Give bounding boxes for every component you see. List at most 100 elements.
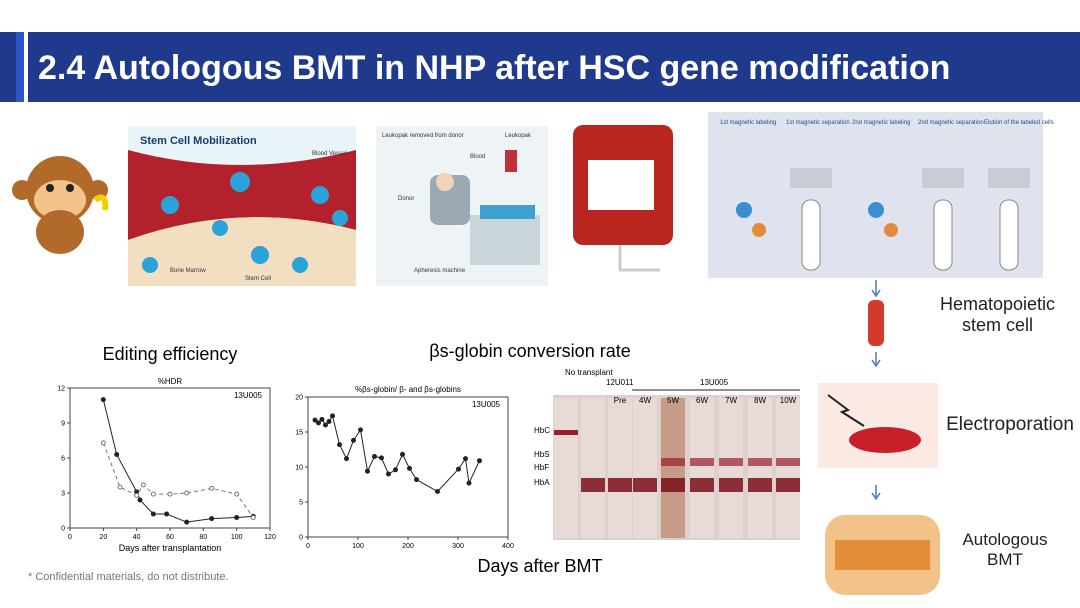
gel-lane — [690, 398, 714, 538]
gel-lane-label: Pre — [614, 396, 627, 405]
tube — [933, 199, 953, 271]
image-label: Leukopak removed from donor — [382, 133, 464, 139]
point — [477, 458, 482, 464]
chart-subtitle: %βs-globin/ β- and βs-globins — [355, 385, 461, 394]
point — [365, 468, 370, 474]
magnet — [988, 168, 1030, 188]
y-tick-label: 15 — [295, 430, 303, 437]
point — [209, 516, 215, 522]
gel-lane-label: 7W — [725, 396, 737, 405]
point — [393, 467, 398, 473]
apheresis-image — [376, 126, 548, 286]
point — [234, 491, 240, 497]
cell — [884, 223, 898, 237]
gel-lane — [633, 398, 657, 538]
gel-band-label: HbS — [534, 450, 550, 459]
point — [164, 511, 170, 517]
point — [386, 471, 391, 477]
chart: Editing efficiency %HDR 13U005 Days after t… — [57, 344, 276, 553]
x-tick-label: 40 — [133, 534, 141, 541]
gel-band — [554, 430, 578, 435]
gel-band — [690, 478, 714, 492]
image-label: Donor — [398, 196, 414, 202]
x-tick-label: 80 — [199, 534, 207, 541]
y-tick-label: 6 — [61, 456, 65, 463]
x-tick-label: 0 — [68, 534, 72, 541]
point — [319, 416, 325, 422]
chart: βs-globin conversion rate %βs-globin/ β- … — [295, 341, 631, 576]
gel-lane-label: 4W — [639, 396, 651, 405]
annotation: 13U005 — [234, 391, 263, 400]
x-tick-label: 200 — [402, 543, 414, 550]
gel-band — [581, 478, 605, 492]
point — [167, 491, 173, 497]
chart-title: βs-globin conversion rate — [429, 341, 630, 361]
point — [134, 492, 140, 498]
x-axis-label: Days after transplantation — [119, 543, 222, 553]
process-label: Hematopoietic stem cell — [939, 294, 1056, 335]
y-tick-label: 0 — [61, 526, 65, 533]
point — [351, 437, 356, 443]
x-tick-label: 120 — [264, 534, 276, 541]
step-label: Elution of the labeled cells — [984, 120, 1054, 126]
image-label: Blood Vessel — [312, 151, 347, 157]
point — [312, 417, 318, 423]
process-label: Autologous BMT — [962, 530, 1048, 569]
point — [114, 452, 120, 457]
gel-lane-label: 6W — [696, 396, 708, 405]
gel-band — [748, 458, 772, 466]
point — [150, 491, 156, 497]
image-label: Stem Cell — [245, 276, 271, 282]
tube — [999, 199, 1019, 271]
monkey-icon — [12, 156, 109, 254]
image-label: Blood — [470, 154, 485, 160]
point — [184, 490, 190, 496]
cell — [868, 202, 884, 218]
cell — [752, 223, 766, 237]
gel-band-label: HbF — [534, 463, 549, 472]
point — [234, 515, 240, 520]
gel-band — [776, 478, 800, 492]
gel-lane — [748, 398, 772, 538]
cell — [736, 202, 752, 218]
point — [466, 480, 472, 486]
point — [209, 485, 215, 491]
y-tick-label: 20 — [295, 395, 303, 402]
y-tick-label: 9 — [61, 421, 65, 428]
y-tick-label: 5 — [299, 500, 303, 507]
footnote: * Confidential materials, do not distrib… — [28, 571, 229, 583]
point — [184, 519, 190, 525]
x-tick-label: 20 — [99, 534, 107, 541]
gel-band — [690, 458, 714, 466]
image-label: Apheresis machine — [414, 268, 466, 274]
point — [140, 482, 146, 488]
gel-band — [608, 478, 632, 492]
gel-lane — [608, 398, 632, 538]
line — [102, 442, 254, 518]
y-tick-label: 0 — [299, 535, 303, 542]
step-label: 1st magnetic separation — [786, 120, 850, 126]
gel-band — [719, 478, 743, 492]
gel-band — [633, 478, 657, 492]
x-tick-label: 100 — [231, 534, 243, 541]
magnet — [790, 168, 832, 188]
gel-band — [776, 458, 800, 466]
header-bar — [0, 32, 1080, 102]
process-flow — [818, 280, 940, 595]
point — [456, 466, 461, 472]
x-tick-label: 60 — [166, 534, 174, 541]
x-tick-label: 300 — [452, 543, 464, 550]
point — [326, 419, 332, 424]
gel-band-label: HbA — [534, 478, 550, 487]
x-tick-label: 0 — [306, 543, 310, 550]
header-stripe — [16, 32, 24, 102]
point — [250, 515, 256, 520]
chart-title: Editing efficiency — [103, 344, 238, 364]
gel-lane-label: 8W — [754, 396, 766, 405]
header-gap — [24, 32, 28, 102]
point — [117, 484, 123, 490]
step-label: 2nd magnetic separation — [918, 120, 984, 126]
step-label: 1st magnetic labeling — [720, 120, 776, 126]
blood-bag-image — [573, 125, 673, 272]
